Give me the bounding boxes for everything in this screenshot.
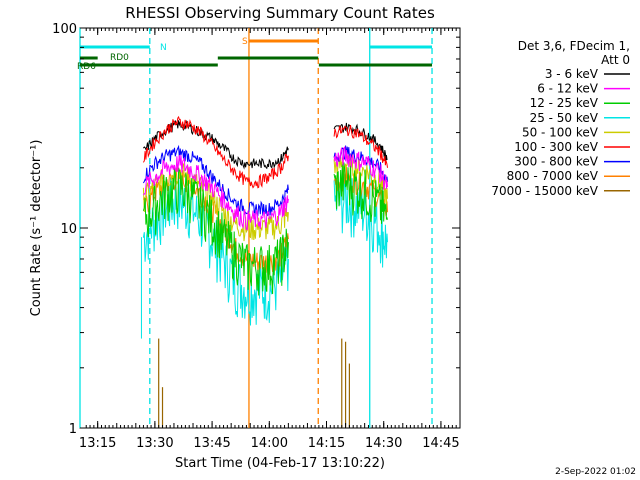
- flag-label-n: N: [160, 43, 167, 53]
- series-line: [142, 115, 289, 189]
- legend-entry-label: 800 - 7000 keV: [507, 169, 599, 183]
- series-line: [142, 163, 289, 242]
- legend-entry-label: 300 - 800 keV: [514, 155, 598, 169]
- series-line: [142, 119, 289, 170]
- x-tick-label: 13:30: [136, 436, 173, 451]
- legend-entry-label: 25 - 50 keV: [530, 111, 599, 125]
- legend-entry-label: 100 - 300 keV: [514, 140, 598, 154]
- series-line: [142, 144, 289, 217]
- x-tick-label: 13:45: [193, 436, 230, 451]
- legend-entry-label: 3 - 6 keV: [545, 67, 599, 81]
- x-tick-label: 14:45: [422, 436, 459, 451]
- x-tick-label: 14:00: [251, 436, 288, 451]
- y-tick-label: 10: [60, 222, 77, 237]
- x-tick-label: 14:15: [308, 436, 345, 451]
- legend-entry-label: 7000 - 15000 keV: [491, 184, 598, 198]
- x-tick-label: 14:30: [365, 436, 402, 451]
- legend-entry-label: 12 - 25 keV: [530, 96, 599, 110]
- date-stamp: 2-Sep-2022 01:02: [555, 467, 636, 477]
- series-line: [333, 145, 388, 190]
- y-axis-label: Count Rate (s⁻¹ detector⁻¹): [29, 140, 44, 317]
- chart-title: RHESSI Observing Summary Count Rates: [125, 4, 435, 22]
- series-line: [333, 162, 388, 224]
- x-axis-label: Start Time (04-Feb-17 13:10:22): [175, 456, 385, 471]
- series-line: [333, 125, 388, 168]
- legend-entry-label: 50 - 100 keV: [522, 125, 599, 139]
- flag-label-rd0: RD0: [110, 53, 129, 63]
- series-line: [333, 173, 388, 268]
- x-tick-label: 13:15: [79, 436, 116, 451]
- legend-header-line-2: Att 0: [601, 53, 630, 67]
- series-line: [142, 167, 289, 296]
- plot-frame: [79, 27, 461, 429]
- flag-label-s: S: [242, 37, 248, 47]
- y-tick-label: 1: [69, 422, 77, 437]
- legend-header-line-1: Det 3,6, FDecim 1,: [518, 39, 630, 53]
- series-line: [142, 154, 289, 231]
- y-tick-label: 100: [52, 22, 77, 37]
- flag-label-rd6: RD6: [77, 62, 96, 72]
- legend-entry-label: 6 - 12 keV: [537, 82, 599, 96]
